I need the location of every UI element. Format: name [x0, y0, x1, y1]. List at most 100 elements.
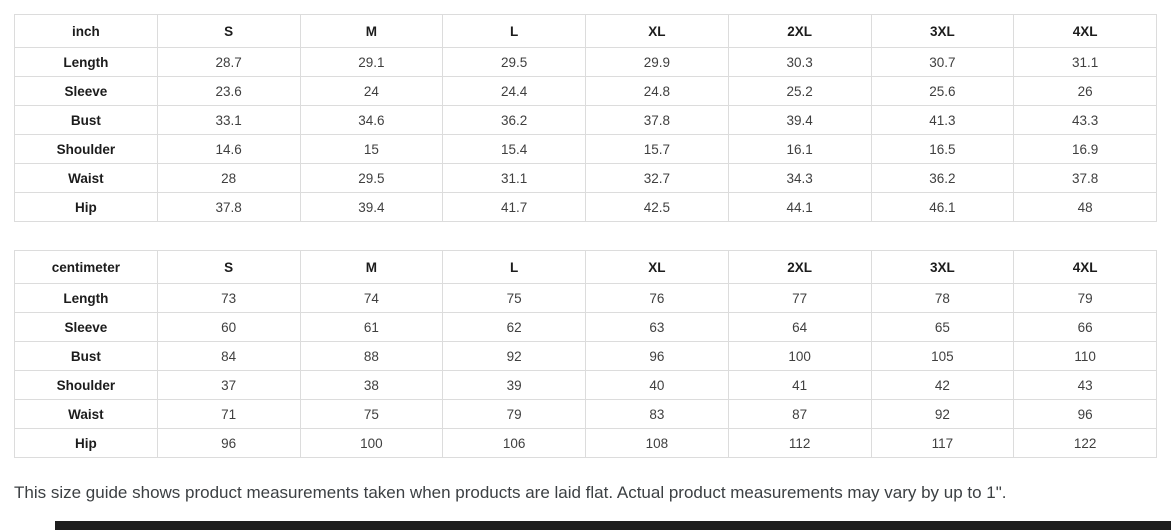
measurement-value-cell: 37.8: [156, 192, 301, 222]
size-header-cell: S: [156, 250, 301, 284]
measurement-value-cell: 36.2: [442, 105, 586, 135]
measurement-value-cell: 66: [1013, 312, 1157, 342]
measurement-value-cell: 71: [156, 399, 301, 429]
measurement-value-cell: 24: [299, 76, 444, 106]
measurement-value-cell: 37.8: [585, 105, 729, 135]
measurement-value-cell: 96: [1013, 399, 1157, 429]
size-table-header-row: inch S M L XL 2XL 3XL 4XL: [14, 14, 1157, 48]
measurement-value-cell: 28: [156, 163, 301, 193]
measurement-value-cell: 92: [442, 341, 586, 371]
measurement-value-cell: 75: [442, 283, 586, 313]
measurement-value-cell: 23.6: [156, 76, 301, 106]
size-guide-disclaimer: This size guide shows product measuremen…: [14, 483, 1007, 502]
measurement-value-cell: 38: [299, 370, 444, 400]
table-row: Shoulder 14.6 15 15.4 15.7 16.1 16.5 16.9: [14, 134, 1157, 164]
measurement-value-cell: 30.7: [870, 47, 1015, 77]
table-row: Hip 37.8 39.4 41.7 42.5 44.1 46.1 48: [14, 192, 1157, 222]
measurement-value-cell: 60: [156, 312, 301, 342]
measurement-value-cell: 28.7: [156, 47, 301, 77]
measurement-value-cell: 31.1: [1013, 47, 1157, 77]
measurement-value-cell: 32.7: [585, 163, 729, 193]
measurement-value-cell: 16.1: [727, 134, 872, 164]
size-header-cell: 2XL: [727, 250, 872, 284]
measurement-value-cell: 62: [442, 312, 586, 342]
measurement-value-cell: 16.5: [870, 134, 1015, 164]
measurement-value-cell: 29.1: [299, 47, 444, 77]
measurement-value-cell: 16.9: [1013, 134, 1157, 164]
table-row: Shoulder 37 38 39 40 41 42 43: [14, 370, 1157, 400]
measurement-value-cell: 37: [156, 370, 301, 400]
measurement-value-cell: 92: [870, 399, 1015, 429]
measurement-value-cell: 15: [299, 134, 444, 164]
size-table-centimeter: centimeter S M L XL 2XL 3XL 4XL Length 73 74 75 76 77…: [14, 250, 1157, 458]
size-header-cell: 4XL: [1013, 250, 1157, 284]
measurement-value-cell: 43: [1013, 370, 1157, 400]
measurement-value-cell: 87: [727, 399, 872, 429]
measurement-value-cell: 24.8: [585, 76, 729, 106]
measurement-value-cell: 42: [870, 370, 1015, 400]
size-header-cell: XL: [585, 14, 729, 48]
measurement-label-cell: Sleeve: [14, 312, 158, 342]
measurement-label-cell: Bust: [14, 341, 158, 371]
measurement-label-cell: Length: [14, 47, 158, 77]
measurement-value-cell: 75: [299, 399, 444, 429]
unit-header-cell: centimeter: [14, 250, 158, 284]
measurement-value-cell: 83: [585, 399, 729, 429]
measurement-value-cell: 29.5: [442, 47, 586, 77]
measurement-value-cell: 105: [870, 341, 1015, 371]
measurement-value-cell: 25.6: [870, 76, 1015, 106]
measurement-value-cell: 74: [299, 283, 444, 313]
measurement-value-cell: 100: [727, 341, 872, 371]
measurement-label-cell: Length: [14, 283, 158, 313]
measurement-value-cell: 106: [442, 428, 586, 458]
table-row: Length 28.7 29.1 29.5 29.9 30.3 30.7 31.1: [14, 47, 1157, 77]
table-row: Sleeve 60 61 62 63 64 65 66: [14, 312, 1157, 342]
measurement-value-cell: 36.2: [870, 163, 1015, 193]
size-table-inch: inch S M L XL 2XL 3XL 4XL Length 28.7 29.1 29.5 29.9…: [14, 14, 1157, 222]
measurement-label-cell: Waist: [14, 399, 158, 429]
measurement-value-cell: 96: [156, 428, 301, 458]
measurement-value-cell: 15.7: [585, 134, 729, 164]
measurement-value-cell: 41: [727, 370, 872, 400]
horizontal-scrollbar-thumb[interactable]: [55, 521, 1171, 530]
size-header-cell: XL: [585, 250, 729, 284]
measurement-value-cell: 96: [585, 341, 729, 371]
measurement-value-cell: 29.5: [299, 163, 444, 193]
measurement-label-cell: Waist: [14, 163, 158, 193]
measurement-value-cell: 37.8: [1013, 163, 1157, 193]
measurement-value-cell: 61: [299, 312, 444, 342]
measurement-value-cell: 42.5: [585, 192, 729, 222]
measurement-value-cell: 30.3: [727, 47, 872, 77]
measurement-value-cell: 48: [1013, 192, 1157, 222]
measurement-value-cell: 33.1: [156, 105, 301, 135]
size-header-cell: 4XL: [1013, 14, 1157, 48]
measurement-value-cell: 43.3: [1013, 105, 1157, 135]
measurement-value-cell: 73: [156, 283, 301, 313]
size-header-cell: 3XL: [870, 250, 1015, 284]
size-tables-container: inch S M L XL 2XL 3XL 4XL Length 28.7 29.1 29.5 29.9…: [14, 14, 1157, 458]
measurement-value-cell: 24.4: [442, 76, 586, 106]
measurement-label-cell: Sleeve: [14, 76, 158, 106]
size-header-cell: M: [299, 250, 444, 284]
measurement-label-cell: Hip: [14, 192, 158, 222]
measurement-value-cell: 25.2: [727, 76, 872, 106]
measurement-value-cell: 108: [585, 428, 729, 458]
size-header-cell: L: [442, 14, 586, 48]
unit-header-cell: inch: [14, 14, 158, 48]
measurement-value-cell: 76: [585, 283, 729, 313]
measurement-value-cell: 26: [1013, 76, 1157, 106]
measurement-value-cell: 88: [299, 341, 444, 371]
measurement-value-cell: 112: [727, 428, 872, 458]
measurement-value-cell: 84: [156, 341, 301, 371]
table-row: Length 73 74 75 76 77 78 79: [14, 283, 1157, 313]
measurement-label-cell: Hip: [14, 428, 158, 458]
measurement-value-cell: 39.4: [299, 192, 444, 222]
measurement-value-cell: 40: [585, 370, 729, 400]
measurement-value-cell: 44.1: [727, 192, 872, 222]
measurement-value-cell: 34.3: [727, 163, 872, 193]
measurement-value-cell: 41.3: [870, 105, 1015, 135]
measurement-value-cell: 64: [727, 312, 872, 342]
measurement-label-cell: Shoulder: [14, 134, 158, 164]
measurement-value-cell: 41.7: [442, 192, 586, 222]
